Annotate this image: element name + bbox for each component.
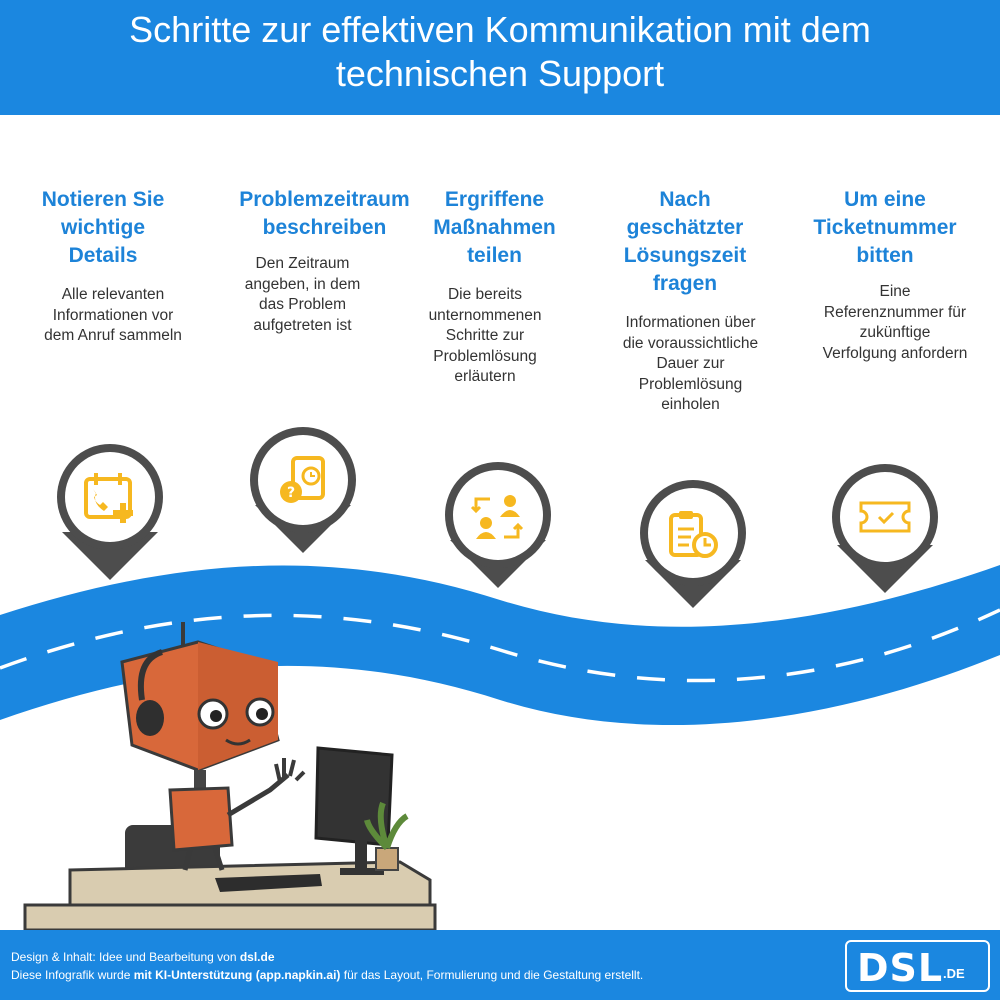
- svg-text:?: ?: [287, 485, 295, 501]
- phone-calendar-icon: [84, 473, 133, 523]
- step-4-description: Informationen über die voraussichtliche Da…: [622, 314, 759, 413]
- header-banner: Schritte zur effektiven Kommunikation mi…: [0, 0, 1000, 115]
- clipboard-clock-icon: [669, 511, 718, 558]
- ticket-check-icon: [859, 501, 911, 533]
- pin-2: [250, 427, 356, 553]
- people-exchange-icon: [470, 495, 524, 539]
- road: [0, 565, 1000, 726]
- robot-illustration: [23, 622, 437, 930]
- logo-wordmark: DSL: [857, 946, 944, 990]
- footer-ai-note-line: Diese Infografik wurde mit KI-Unterstütz…: [11, 968, 644, 982]
- footer-ai-credit: mit KI-Unterstützung (app.napkin.ai): [133, 968, 341, 982]
- logo-suffix: .DE: [943, 966, 965, 981]
- step-2-title: Problemzeitraum beschreiben: [239, 188, 410, 239]
- pin-1: [57, 444, 163, 580]
- step-2-description: Den Zeitraum angeben, in dem das Problem au…: [244, 255, 361, 334]
- pin-3: [445, 462, 551, 588]
- page-title-line-2: technischen Support: [335, 53, 665, 94]
- footer-credit-line: Design & Inhalt: Idee und Bearbeitung vo…: [11, 950, 275, 964]
- footer-bar: Design & Inhalt: Idee und Bearbeitung vo…: [0, 930, 1000, 1000]
- pin-5: [832, 464, 938, 593]
- step-1-title: Notieren Sie wichtige Details: [41, 188, 165, 267]
- page-title-line-1: Schritte zur effektiven Kommunikation mi…: [129, 9, 871, 50]
- dsl-logo: DSL .DE: [845, 940, 990, 992]
- step-5-description: Eine Referenznummer für zukünftige Verfolgu…: [822, 283, 968, 362]
- pin-4: [640, 480, 746, 608]
- question-document-clock-icon: ?: [280, 456, 325, 503]
- step-5-title: Um eine Ticketnummer bitten: [813, 188, 957, 267]
- step-1-description: Alle relevanten Informationen vor dem Anru…: [44, 286, 182, 344]
- step-3-title: Ergriffene Maßnahmen teilen: [433, 188, 556, 267]
- footer-site-link[interactable]: dsl.de: [239, 950, 275, 964]
- step-3-description: Die bereits unternommenen Schritte zur Prob…: [428, 286, 542, 385]
- illustration-scene: ?: [0, 427, 1000, 930]
- step-4-title: Nach geschätzter Lösungszeit fragen: [623, 188, 747, 295]
